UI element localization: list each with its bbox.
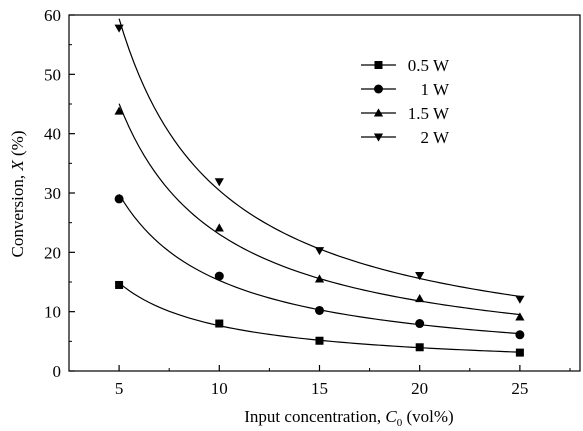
- y-tick-label: 0: [53, 362, 62, 381]
- data-point: [215, 178, 224, 186]
- x-tick-label: 10: [211, 379, 228, 398]
- data-point: [515, 330, 524, 339]
- data-point: [415, 319, 424, 328]
- y-tick-label: 40: [44, 125, 61, 144]
- legend-label: 1 W: [421, 80, 450, 99]
- y-tick-label: 10: [44, 303, 61, 322]
- x-tick-label: 25: [511, 379, 528, 398]
- data-point: [315, 247, 324, 255]
- y-tick-label: 60: [44, 6, 61, 25]
- data-point: [315, 274, 324, 282]
- y-tick-label: 20: [44, 243, 61, 262]
- data-point: [415, 294, 424, 302]
- plot-frame: [69, 15, 580, 371]
- x-tick-label: 15: [311, 379, 328, 398]
- legend-label: 1.5 W: [408, 104, 450, 123]
- legend-label: 0.5 W: [408, 56, 450, 75]
- data-point: [215, 320, 223, 328]
- data-point: [115, 194, 124, 203]
- legend-marker: [375, 61, 383, 69]
- data-point: [115, 281, 123, 289]
- legend-marker: [374, 85, 383, 94]
- y-tick-label: 50: [44, 65, 61, 84]
- data-point: [315, 337, 323, 345]
- x-tick-label: 5: [115, 379, 124, 398]
- fit-curve: [119, 104, 520, 315]
- data-point: [515, 296, 524, 304]
- x-axis-title: Input concentration, C0 (vol%): [244, 407, 453, 429]
- data-point: [215, 223, 224, 231]
- y-tick-label: 30: [44, 184, 61, 203]
- data-point: [416, 343, 424, 351]
- y-axis-title: Conversion, X (%): [8, 130, 27, 257]
- x-tick-label: 20: [411, 379, 428, 398]
- legend-label: 2 W: [421, 128, 450, 147]
- data-point: [215, 272, 224, 281]
- data-point: [315, 306, 324, 315]
- data-point: [516, 349, 524, 357]
